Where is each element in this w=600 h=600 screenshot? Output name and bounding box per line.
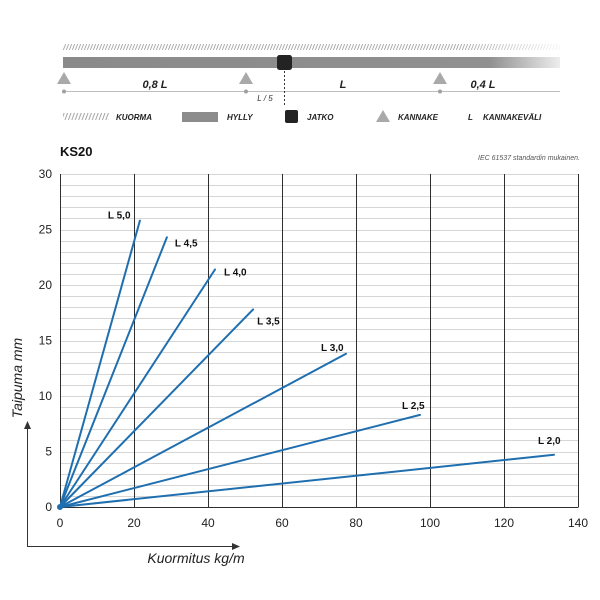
x-tick-label: 60 — [275, 516, 289, 530]
chart-plot: 0 20 40 60 80 100 120 140 0 5 10 15 20 25 30 L 5,0 L 4,5… — [39, 167, 589, 530]
joint-icon — [277, 55, 292, 70]
legend-label: KANNAKEVÄLI — [483, 113, 542, 122]
gridlines — [60, 174, 579, 507]
legend: KUORMA HYLLY JATKO KANNAKE L KANNAKEVÄLI — [63, 110, 542, 123]
span-marker — [438, 89, 442, 94]
series-label-l-4-0: L 4,0 — [224, 267, 247, 278]
series-line-l-3-5 — [59, 308, 255, 508]
x-tick-label: 20 — [127, 516, 141, 530]
joint-offset-label: L / 5 — [257, 94, 273, 103]
legend-item-span: L KANNAKEVÄLI — [468, 113, 542, 122]
legend-item-joint: JATKO — [285, 110, 334, 123]
chart-note: IEC 61537 standardin mukainen. — [478, 155, 580, 162]
hatch-icon — [63, 113, 109, 120]
arrow-up-icon — [24, 421, 31, 429]
series-line-l-4-0 — [59, 268, 216, 508]
series-line-l-5-0 — [59, 219, 141, 508]
tick-labels: 0 20 40 60 80 100 120 140 0 5 10 15 20 25 30 — [39, 167, 589, 530]
series-label-l-2-0: L 2,0 — [538, 436, 561, 447]
y-tick-label: 30 — [39, 167, 53, 181]
x-tick-label: 0 — [57, 516, 64, 530]
y-tick-label: 5 — [45, 445, 52, 459]
series-label-l-3-0: L 3,0 — [321, 343, 344, 354]
series-line-l-3-0 — [59, 352, 347, 508]
series-line-l-2-5 — [59, 413, 421, 508]
span-marker — [244, 89, 248, 94]
axis-arrow-line — [27, 428, 233, 547]
span-label: 0,4 L — [470, 79, 495, 91]
span-label: 0,8 L — [142, 79, 167, 91]
y-tick-label: 15 — [39, 334, 53, 348]
series-line-l-2-0 — [59, 453, 555, 508]
support-triangle-icon — [376, 110, 390, 122]
support-icon — [433, 72, 447, 84]
shelf-bar — [63, 57, 560, 68]
series-label-l-5-0: L 5,0 — [108, 211, 131, 222]
joint-square-icon — [285, 110, 298, 123]
x-tick-label: 80 — [349, 516, 363, 530]
x-axis-label: Kuormitus kg/m — [147, 550, 245, 566]
legend-label: JATKO — [307, 113, 334, 122]
series-label-l-2-5: L 2,5 — [402, 401, 425, 412]
axis-arrow — [24, 421, 240, 550]
span-marker — [62, 89, 66, 94]
legend-label: HYLLY — [227, 113, 253, 122]
y-tick-label: 25 — [39, 223, 53, 237]
x-tick-label: 40 — [201, 516, 215, 530]
series-line-l-4-5 — [59, 236, 168, 508]
arrow-right-icon — [232, 543, 240, 550]
shelf-diagram: 0,8 L L 0,4 L L / 5 — [57, 43, 561, 105]
x-tick-label: 100 — [420, 516, 440, 530]
legend-item-load: KUORMA — [63, 113, 152, 122]
span-letter: L — [468, 113, 473, 122]
legend-item-support: KANNAKE — [376, 110, 439, 122]
legend-label: KUORMA — [116, 113, 152, 122]
series-label-l-3-5: L 3,5 — [257, 316, 280, 327]
chart-title: KS20 — [60, 144, 93, 159]
origin-point — [57, 504, 63, 510]
legend-label: KANNAKE — [398, 113, 439, 122]
support-icon — [239, 72, 253, 84]
series-label-l-4-5: L 4,5 — [175, 238, 198, 249]
x-tick-label: 120 — [494, 516, 514, 530]
shelf-bar-icon — [182, 112, 218, 122]
load-hatch-fade — [63, 43, 561, 51]
y-tick-label: 0 — [45, 500, 52, 514]
x-tick-label: 140 — [568, 516, 588, 530]
span-label: L — [340, 79, 347, 91]
support-icon — [57, 72, 71, 84]
series-group: L 5,0 L 4,5 L 4,0 L 3,5 L 3,0 L 2,5 L 2,0 — [57, 211, 561, 510]
legend-item-shelf: HYLLY — [182, 112, 253, 122]
y-tick-label: 20 — [39, 278, 53, 292]
y-axis-label: Taipuma mm — [9, 337, 25, 418]
y-tick-label: 10 — [39, 389, 53, 403]
